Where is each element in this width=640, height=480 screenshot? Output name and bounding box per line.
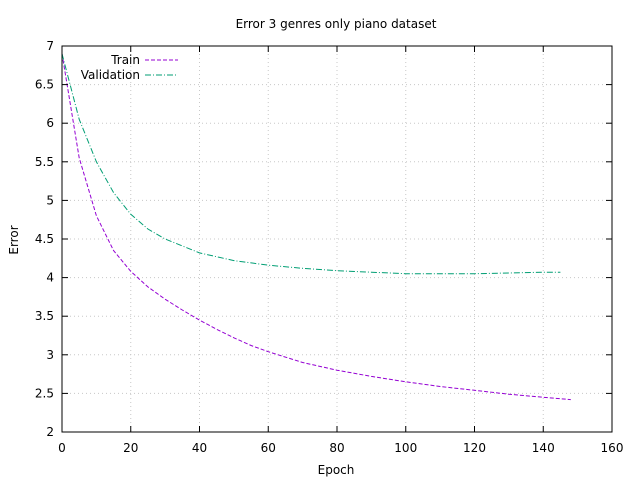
x-tick-label: 120 [463,441,486,455]
x-tick-label: 20 [123,441,138,455]
legend-label-validation: Validation [81,68,140,82]
y-tick-label: 7 [46,39,54,53]
y-tick-label: 6.5 [35,78,54,92]
x-tick-label: 60 [261,441,276,455]
x-axis-label: Epoch [318,463,355,477]
series-line-train [61,53,571,401]
series-lines [61,53,571,401]
x-tick-label: 0 [58,441,66,455]
x-tick-label: 160 [601,441,624,455]
x-tick-label: 80 [329,441,344,455]
y-tick-label: 6 [46,116,54,130]
y-tick-label: 5.5 [35,155,54,169]
y-tick-label: 4.5 [35,232,54,246]
y-tick-label: 5 [46,193,54,207]
y-tick-label: 2 [46,425,54,439]
y-tick-label: 3.5 [35,309,54,323]
legend-label-train: Train [110,53,140,67]
grid [61,45,613,433]
x-tick-label: 100 [394,441,417,455]
y-tick-label: 4 [46,271,54,285]
axis-ticks: 0 20 40 60 80 100 120 140 160 2 2.5 3 3.5 4 4.5 5 5.5 6 6.… [35,39,624,455]
y-tick-label: 2.5 [35,386,54,400]
x-tick-label: 40 [192,441,207,455]
chart-title: Error 3 genres only piano dataset [236,17,437,31]
series-line-validation [61,53,561,275]
y-axis-label: Error [7,225,21,254]
x-tick-label: 140 [532,441,555,455]
y-tick-label: 3 [46,348,54,362]
